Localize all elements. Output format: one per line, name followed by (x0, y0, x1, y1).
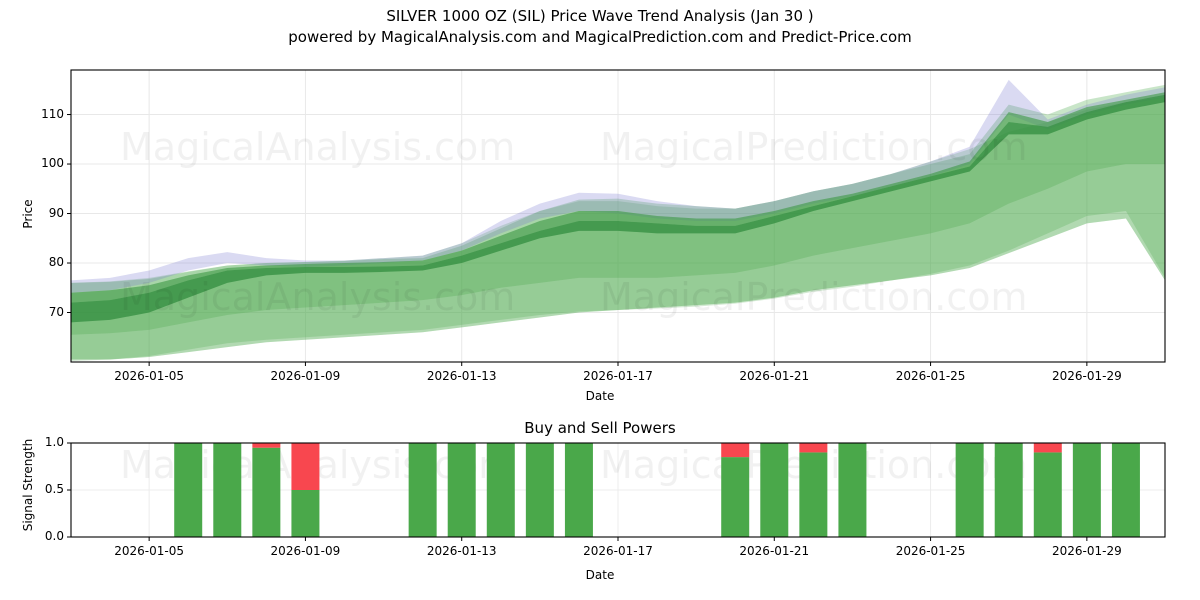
buy-power-bar[interactable] (213, 443, 242, 537)
bar-xtick-label: 2026-01-09 (270, 544, 341, 558)
main-xtick-label: 2026-01-17 (583, 369, 653, 383)
buy-power-bar[interactable] (1033, 452, 1062, 537)
bar-ytick-label: 0.0 (44, 529, 64, 543)
bar-xtick-label: 2026-01-21 (739, 544, 810, 558)
price-band-ribbon (71, 92, 1165, 303)
watermark-text: MagicalAnalysis.com (120, 275, 515, 319)
buy-power-bar[interactable] (994, 443, 1023, 537)
bar-xaxis-label: Date (585, 568, 615, 582)
bar-xtick-label: 2026-01-05 (114, 544, 185, 558)
main-xtick-label: 2026-01-25 (895, 369, 966, 383)
main-yaxis-label: Price (21, 199, 35, 229)
bar-xtick-label: 2026-01-17 (583, 544, 653, 558)
buy-power-bar[interactable] (799, 452, 828, 537)
main-xaxis-label: Date (585, 389, 615, 403)
main-xtick-label: 2026-01-21 (739, 369, 810, 383)
main-watermark-layer: MagicalAnalysis.com MagicalPrediction.com… (120, 125, 1028, 319)
main-xtick-label: 2026-01-09 (270, 369, 341, 383)
sell-power-bar[interactable] (291, 443, 320, 490)
buy-sell-title: Buy and Sell Powers (524, 419, 676, 437)
buy-power-bar[interactable] (838, 443, 867, 537)
bar-ytick-label: 1.0 (44, 435, 64, 449)
bar-axis-ticks (67, 442, 1088, 541)
main-xtick-label: 2026-01-29 (1051, 369, 1122, 383)
bar-xtick-label: 2026-01-29 (1051, 544, 1122, 558)
chart-title-block: SILVER 1000 OZ (SIL) Price Wave Trend An… (0, 6, 1200, 48)
price-band-ribbon (71, 164, 1165, 360)
main-ytick-label: 90 (48, 205, 64, 220)
buy-power-bar[interactable] (252, 447, 281, 537)
main-xtick-label: 2026-01-05 (114, 369, 185, 383)
price-band-band-core-upper (71, 94, 1165, 323)
buy-sell-title-block: Buy and Sell Powers (0, 418, 1200, 437)
sell-power-bar[interactable] (799, 443, 828, 453)
buy-power-bar[interactable] (1111, 443, 1140, 537)
buy-power-bar[interactable] (721, 457, 750, 537)
buy-power-bar[interactable] (1072, 443, 1101, 537)
main-xtick-label: 2026-01-13 (426, 369, 497, 383)
buy-power-bar[interactable] (564, 443, 593, 537)
price-wave-chart: MagicalAnalysis.com MagicalPrediction.com… (67, 69, 1166, 366)
main-ytick-label: 110 (41, 106, 64, 121)
price-band-band-forecast-purple (71, 79, 1165, 293)
watermark-text: MagicalPrediction.com (600, 125, 1028, 169)
sell-power-bar[interactable] (1033, 443, 1062, 453)
main-ytick-label: 80 (48, 255, 64, 270)
buy-power-bar[interactable] (291, 490, 320, 537)
buy-power-bar[interactable] (760, 443, 789, 537)
buy-power-bar[interactable] (174, 443, 203, 537)
main-ytick-label: 100 (41, 156, 64, 171)
buy-power-bar[interactable] (447, 443, 476, 537)
price-bands (71, 79, 1165, 362)
watermark-text: MagicalPrediction.com (600, 275, 1028, 319)
price-band-band-mid-upper (71, 92, 1165, 335)
buy-power-bar[interactable] (525, 443, 554, 537)
bar-xtick-label: 2026-01-13 (426, 544, 497, 558)
bar-xtick-label: 2026-01-25 (895, 544, 966, 558)
sell-power-bar[interactable] (252, 443, 281, 448)
page-title: SILVER 1000 OZ (SIL) Price Wave Trend An… (386, 7, 814, 25)
sell-power-bar[interactable] (721, 443, 750, 458)
main-ytick-label: 70 (48, 304, 64, 319)
bar-ytick-label: 0.5 (44, 482, 64, 496)
buy-power-bar[interactable] (955, 443, 984, 537)
buy-power-bar[interactable] (408, 443, 437, 537)
main-axis-ticks (67, 114, 1088, 366)
signal-bars (174, 443, 1140, 537)
watermark-text: MagicalAnalysis.com (120, 125, 515, 169)
buy-power-bar[interactable] (486, 443, 515, 537)
page-subtitle: powered by MagicalAnalysis.com and Magic… (288, 28, 912, 46)
bar-yaxis-label: Signal Strength (21, 438, 35, 532)
